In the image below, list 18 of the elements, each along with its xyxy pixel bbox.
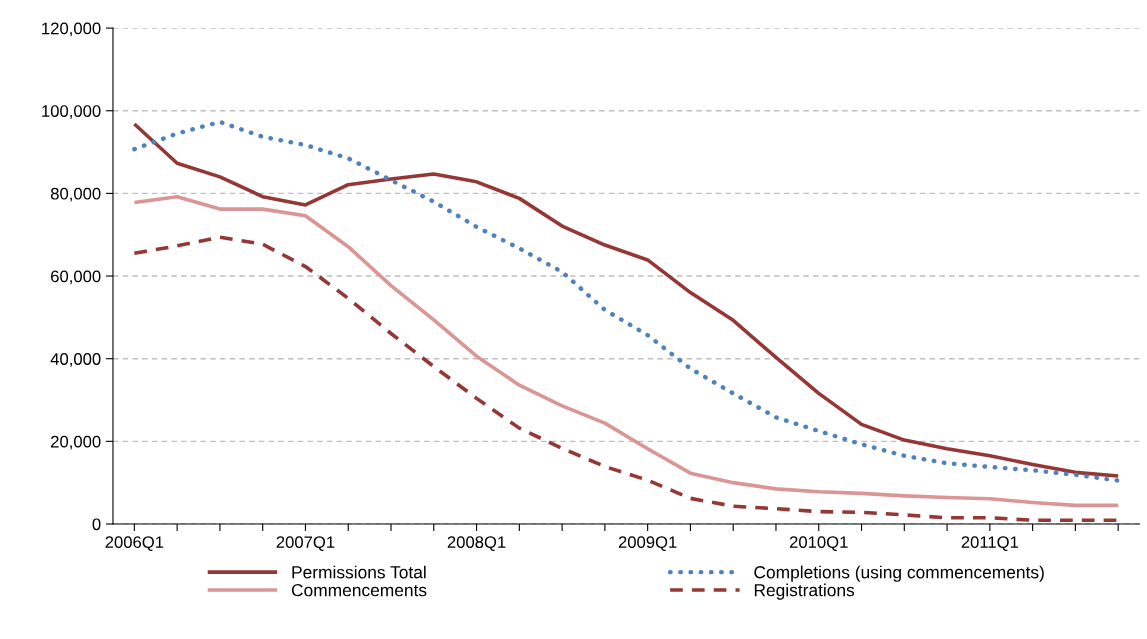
x-tick-label: 2006Q1 xyxy=(105,536,164,552)
x-tick-label: 2009Q1 xyxy=(618,536,677,552)
y-tick-label: 80,000 xyxy=(50,187,101,202)
legend-label: Commencements xyxy=(291,584,427,597)
x-tick-label: 2010Q1 xyxy=(789,536,848,552)
y-tick-label: 20,000 xyxy=(51,435,101,450)
y-tick-label: 40,000 xyxy=(50,353,101,367)
y-tick-label: 100,000 xyxy=(42,105,101,119)
y-tick-label: 60,000 xyxy=(51,270,101,285)
x-tick-label: 2007Q1 xyxy=(276,536,335,552)
x-tick-label: 2011Q1 xyxy=(961,536,1019,552)
line-series xyxy=(132,194,1120,508)
y-tick-label: 120,000 xyxy=(42,22,101,37)
legend-label: Permissions Total xyxy=(292,565,426,579)
y-tick-label: 0 xyxy=(92,518,101,531)
x-tick-label: 2008Q1 xyxy=(447,536,506,552)
legend-label: Completions (using commencements) xyxy=(754,565,1044,582)
legend-label: Registrations xyxy=(754,583,855,600)
